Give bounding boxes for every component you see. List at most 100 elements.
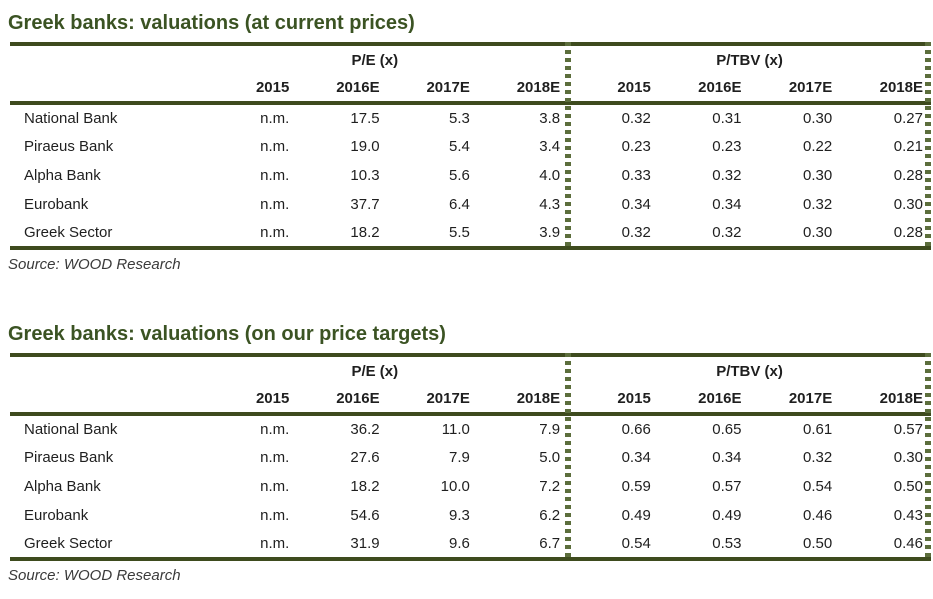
- valuations-current-prices-section: Greek banks: valuations (at current pric…: [0, 12, 933, 273]
- year-header: 2016E: [658, 74, 750, 105]
- value-cell: 0.22: [803, 138, 833, 155]
- bank-name-cell: Eurobank: [24, 507, 89, 524]
- year-header: 2017E: [387, 385, 478, 416]
- table-row: Greek Sector n.m. 18.2 5.5 3.9 0.32 0.32…: [10, 219, 931, 248]
- value-cell: n.m.: [260, 167, 290, 184]
- group-header-ptbv: P/TBV (x): [716, 51, 783, 69]
- table-row: Greek Sector n.m. 31.9 9.6 6.7 0.54 0.53…: [10, 530, 931, 559]
- empty-header-cell: [10, 74, 226, 105]
- value-cell: 11.0: [441, 421, 470, 438]
- year-header: 2015: [568, 74, 659, 105]
- table-title: Greek banks: valuations (at current pric…: [8, 12, 415, 34]
- bank-name-cell: Piraeus Bank: [24, 449, 114, 466]
- value-cell: 5.6: [448, 167, 470, 184]
- value-cell: 5.3: [448, 110, 470, 127]
- value-cell: 19.0: [350, 138, 380, 155]
- value-cell: 31.9: [350, 535, 380, 552]
- year-header: 2015: [225, 74, 298, 105]
- bank-name-cell: National Bank: [24, 421, 118, 438]
- bank-name-cell: Alpha Bank: [24, 167, 101, 184]
- value-cell: 6.2: [539, 507, 561, 524]
- value-cell: n.m.: [260, 110, 290, 127]
- value-cell: n.m.: [260, 535, 290, 552]
- value-cell: 0.30: [893, 196, 923, 213]
- value-cell: 0.46: [803, 507, 833, 524]
- value-cell: 0.49: [712, 507, 742, 524]
- value-cell: 0.33: [621, 167, 651, 184]
- table-wrapper: P/E (x) P/TBV (x) 2015 2016E 2017E 2018E…: [10, 42, 931, 250]
- value-cell: 54.6: [350, 507, 380, 524]
- value-cell: 0.57: [893, 421, 923, 438]
- value-cell: 0.57: [712, 478, 742, 495]
- value-cell: 5.5: [448, 224, 470, 241]
- value-cell: 3.4: [539, 138, 561, 155]
- value-cell: 0.49: [621, 507, 651, 524]
- group-header-pe: P/E (x): [351, 362, 399, 380]
- value-cell: 5.0: [539, 449, 561, 466]
- value-cell: 0.32: [621, 110, 651, 127]
- value-cell: 7.2: [539, 478, 561, 495]
- year-header: 2016E: [297, 74, 388, 105]
- group-header-row: P/E (x) P/TBV (x): [10, 44, 931, 74]
- value-cell: 6.4: [448, 196, 470, 213]
- bank-name-cell: Piraeus Bank: [24, 138, 114, 155]
- bank-name-cell: Greek Sector: [24, 535, 113, 552]
- value-cell: 0.23: [621, 138, 651, 155]
- table-row: Piraeus Bank n.m. 19.0 5.4 3.4 0.23 0.23…: [10, 132, 931, 161]
- value-cell: n.m.: [260, 421, 290, 438]
- year-header: 2018E: [477, 385, 569, 416]
- value-cell: 0.53: [712, 535, 742, 552]
- value-cell: 9.6: [448, 535, 470, 552]
- value-cell: 0.27: [893, 110, 923, 127]
- value-cell: 3.8: [539, 110, 561, 127]
- bank-name-cell: National Bank: [24, 110, 118, 127]
- value-cell: 7.9: [448, 449, 470, 466]
- value-cell: 10.0: [440, 478, 470, 495]
- valuations-table: P/E (x) P/TBV (x) 2015 2016E 2017E 2018E…: [10, 353, 931, 561]
- value-cell: 0.61: [803, 421, 833, 438]
- table-row: Alpha Bank n.m. 10.3 5.6 4.0 0.33 0.32 0…: [10, 161, 931, 190]
- year-header: 2015: [225, 385, 298, 416]
- value-cell: 0.32: [712, 167, 742, 184]
- year-header: 2017E: [749, 74, 841, 105]
- source-note: Source: WOOD Research: [8, 256, 181, 273]
- value-cell: 6.7: [539, 535, 561, 552]
- value-cell: n.m.: [260, 478, 290, 495]
- year-header: 2018E: [840, 74, 931, 105]
- value-cell: 0.54: [621, 535, 651, 552]
- source-note: Source: WOOD Research: [8, 567, 181, 584]
- empty-header-cell: [10, 385, 226, 416]
- value-cell: 0.50: [893, 478, 923, 495]
- value-cell: 0.32: [803, 196, 833, 213]
- empty-header-cell: [10, 44, 226, 74]
- value-cell: 0.65: [712, 421, 742, 438]
- year-header: 2016E: [658, 385, 750, 416]
- value-cell: 0.32: [803, 449, 833, 466]
- value-cell: 18.2: [350, 224, 380, 241]
- value-cell: 0.30: [803, 110, 833, 127]
- value-cell: 0.32: [621, 224, 651, 241]
- value-cell: 0.28: [893, 224, 923, 241]
- table-row: Alpha Bank n.m. 18.2 10.0 7.2 0.59 0.57 …: [10, 472, 931, 501]
- year-header-row: 2015 2016E 2017E 2018E 2015 2016E 2017E …: [10, 74, 931, 105]
- value-cell: 0.34: [621, 196, 651, 213]
- value-cell: 0.30: [803, 167, 833, 184]
- value-cell: 0.31: [712, 110, 742, 127]
- value-cell: 0.43: [893, 507, 923, 524]
- value-cell: 4.3: [539, 196, 561, 213]
- year-header: 2015: [568, 385, 659, 416]
- value-cell: n.m.: [260, 196, 290, 213]
- group-header-row: P/E (x) P/TBV (x): [10, 355, 931, 385]
- value-cell: 0.32: [712, 224, 742, 241]
- value-cell: n.m.: [260, 449, 290, 466]
- table-row: National Bank n.m. 36.2 11.0 7.9 0.66 0.…: [10, 414, 931, 443]
- value-cell: 18.2: [350, 478, 380, 495]
- value-cell: 0.34: [712, 449, 742, 466]
- year-header: 2017E: [387, 74, 478, 105]
- value-cell: 37.7: [350, 196, 380, 213]
- group-header-ptbv: P/TBV (x): [716, 362, 783, 380]
- value-cell: 0.34: [712, 196, 742, 213]
- value-cell: n.m.: [260, 507, 290, 524]
- value-cell: 5.4: [448, 138, 470, 155]
- table-wrapper: P/E (x) P/TBV (x) 2015 2016E 2017E 2018E…: [10, 353, 931, 561]
